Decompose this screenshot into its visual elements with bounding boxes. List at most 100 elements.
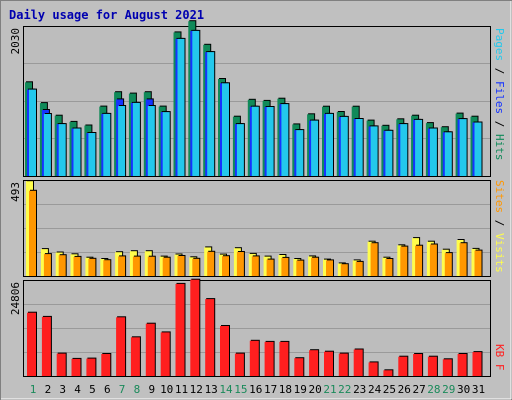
x-tick-day-11: 11 — [175, 383, 188, 396]
bar-pages-day-19 — [296, 130, 304, 176]
bar-kb-f-day-8 — [130, 337, 140, 376]
bar-sites-day-23 — [355, 261, 363, 276]
middle-max-label: 493 — [9, 182, 22, 202]
bar-pages-day-17 — [266, 107, 274, 176]
x-tick-day-6: 6 — [104, 383, 111, 396]
x-tick-day-20: 20 — [308, 383, 321, 396]
bar-pages-day-2 — [43, 114, 51, 176]
bar-kb-f-day-3 — [56, 353, 66, 376]
x-tick-day-9: 9 — [148, 383, 155, 396]
bar-pages-day-7 — [118, 106, 126, 176]
x-tick-day-19: 19 — [294, 383, 307, 396]
bar-pages-day-14 — [222, 83, 229, 176]
bar-layer — [25, 20, 483, 376]
x-tick-day-30: 30 — [457, 383, 470, 396]
bar-sites-day-10 — [162, 257, 170, 276]
x-tick-day-28: 28 — [427, 383, 440, 396]
bar-kb-f-day-1 — [27, 312, 36, 376]
bar-pages-day-3 — [58, 124, 66, 176]
bar-sites-day-27 — [415, 245, 423, 276]
bar-sites-day-8 — [132, 256, 140, 276]
bar-sites-day-28 — [429, 244, 437, 276]
bar-sites-day-20 — [311, 257, 319, 276]
bar-sites-day-2 — [43, 254, 51, 276]
x-tick-day-24: 24 — [368, 383, 382, 396]
bar-kb-f-day-19 — [294, 358, 304, 376]
series-sep-1: / — [493, 61, 506, 81]
bar-pages-day-6 — [103, 113, 111, 176]
bar-pages-day-30 — [459, 119, 467, 176]
bar-sites-day-22 — [340, 264, 348, 276]
bar-sites-day-1 — [29, 190, 36, 276]
bar-pages-day-24 — [370, 126, 378, 176]
bar-kb-f-day-27 — [413, 354, 423, 376]
series-sep-3: / — [493, 213, 506, 233]
bar-kb-f-day-23 — [353, 349, 363, 376]
bar-kb-f-day-12 — [190, 279, 200, 376]
series-label-visits: Visits — [493, 233, 506, 273]
bar-pages-day-28 — [429, 128, 437, 176]
bar-kb-f-day-10 — [160, 332, 170, 376]
bar-pages-day-9 — [147, 106, 155, 176]
bar-pages-day-26 — [400, 124, 408, 176]
bar-kb-f-day-22 — [338, 353, 348, 376]
bar-pages-day-22 — [340, 116, 348, 176]
bar-pages-day-12 — [192, 30, 200, 177]
series-label-sites: Sites — [493, 180, 506, 213]
bar-kb-f-day-20 — [309, 350, 319, 376]
bar-kb-f-day-11 — [175, 283, 185, 376]
bar-pages-day-21 — [326, 113, 333, 176]
x-tick-day-14: 14 — [219, 383, 233, 396]
bar-sites-day-9 — [147, 256, 155, 276]
bar-sites-day-30 — [459, 243, 467, 276]
top-series-label: Pages / Files / Hits — [493, 28, 506, 161]
bar-pages-day-10 — [162, 112, 170, 176]
x-axis-labels: 1 2 3 4 5 6 7 8 9 10 11 12 13 14 15 16 17 18 19 20 21 22 23 24 2… — [30, 383, 485, 396]
bar-pages-day-5 — [88, 133, 96, 176]
bar-pages-day-11 — [177, 38, 185, 177]
bar-sites-day-13 — [207, 251, 215, 276]
x-tick-day-3: 3 — [59, 383, 66, 396]
x-tick-day-8: 8 — [134, 383, 141, 396]
bar-kb-f-day-31 — [472, 352, 482, 376]
bar-sites-day-15 — [236, 252, 244, 276]
bar-sites-day-26 — [400, 246, 408, 276]
bar-pages-day-4 — [73, 128, 81, 176]
x-tick-day-2: 2 — [45, 383, 52, 396]
bar-pages-day-25 — [385, 130, 393, 176]
bar-sites-day-7 — [118, 256, 126, 276]
x-tick-day-29: 29 — [442, 383, 455, 396]
x-tick-day-25: 25 — [383, 383, 396, 396]
bar-pages-day-29 — [444, 132, 452, 176]
bar-sites-day-16 — [251, 256, 259, 276]
bar-sites-day-12 — [192, 258, 200, 276]
x-tick-day-21: 21 — [323, 383, 336, 396]
bar-kb-f-day-26 — [398, 356, 408, 376]
series-sep-2: / — [493, 114, 506, 134]
bar-kb-f-day-21 — [324, 351, 333, 376]
middle-series-label: Sites / Visits — [493, 180, 506, 273]
bar-kb-f-day-29 — [442, 359, 452, 376]
bar-pages-day-15 — [236, 124, 244, 176]
bar-pages-day-31 — [474, 122, 482, 176]
bar-sites-day-25 — [385, 259, 393, 276]
bar-pages-day-16 — [251, 106, 259, 176]
bar-kb-f-day-9 — [145, 323, 155, 376]
bar-kb-f-day-18 — [279, 341, 289, 376]
bar-kb-f-day-5 — [86, 358, 96, 376]
bar-sites-day-11 — [177, 256, 185, 276]
bar-sites-day-3 — [58, 255, 66, 276]
bar-kb-f-day-6 — [101, 354, 111, 376]
x-tick-day-4: 4 — [74, 383, 81, 396]
bar-kb-f-day-14 — [220, 326, 229, 376]
series-label-kbf: KB F — [493, 344, 506, 371]
x-tick-day-17: 17 — [264, 383, 277, 396]
bar-sites-day-4 — [73, 256, 81, 276]
x-tick-day-10: 10 — [160, 383, 173, 396]
bar-sites-day-19 — [296, 260, 304, 276]
bar-kb-f-day-15 — [234, 353, 244, 376]
bar-sites-day-21 — [326, 260, 333, 276]
x-tick-day-18: 18 — [279, 383, 292, 396]
x-tick-day-12: 12 — [190, 383, 203, 396]
